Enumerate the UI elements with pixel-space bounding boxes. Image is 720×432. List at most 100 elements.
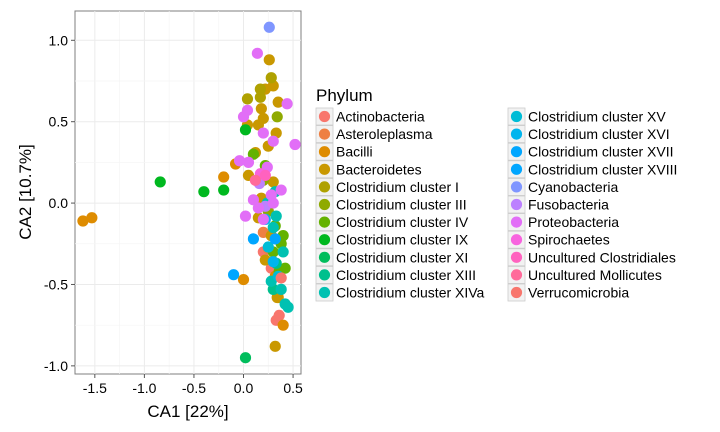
data-point xyxy=(218,171,230,183)
legend-label: Bacilli xyxy=(336,144,373,160)
legend-swatch xyxy=(318,286,331,299)
y-tick-label: 0.0 xyxy=(49,195,69,211)
data-point xyxy=(275,283,287,295)
legend-swatch xyxy=(510,163,523,175)
legend-swatch xyxy=(318,234,331,246)
legend-label: Fusobacteria xyxy=(528,197,609,213)
data-point xyxy=(269,340,281,352)
data-point xyxy=(252,202,264,214)
legend-swatch xyxy=(318,251,331,263)
legend-swatch xyxy=(510,286,523,299)
legend-swatch xyxy=(318,216,331,228)
legend-swatch xyxy=(510,128,523,140)
data-point xyxy=(257,127,269,139)
legend-swatch xyxy=(510,110,523,123)
legend-swatch xyxy=(318,146,331,158)
data-point xyxy=(267,256,279,268)
legend-swatch xyxy=(510,269,523,281)
data-point xyxy=(267,176,279,188)
legend-swatch xyxy=(318,128,331,140)
legend-label: Clostridium cluster IX xyxy=(336,232,469,248)
data-point xyxy=(242,156,255,168)
data-point xyxy=(281,98,293,110)
legend-swatch xyxy=(318,181,331,193)
legend-swatch xyxy=(510,251,523,263)
legend-label: Clostridium cluster XIII xyxy=(336,267,476,283)
data-point xyxy=(239,124,252,136)
y-tick-label: -1.0 xyxy=(44,358,68,374)
data-point xyxy=(154,176,166,188)
legend-label: Cyanobacteria xyxy=(528,179,618,195)
data-point xyxy=(273,309,285,321)
data-point xyxy=(270,210,282,222)
data-point xyxy=(247,148,260,160)
x-axis-title: CA1 [22%] xyxy=(147,402,228,421)
legend-label: Clostridium cluster XIVa xyxy=(336,285,485,301)
legend-label: Clostridium cluster III xyxy=(336,197,467,213)
x-axis-ticks: -1.5 -1.0 -0.5 0.0 0.5 xyxy=(83,374,303,396)
legend-label: Clostridium cluster XVI xyxy=(528,126,670,142)
legend-swatch xyxy=(510,234,523,246)
y-axis-title: CA2 [10.7%] xyxy=(16,144,35,239)
data-point xyxy=(227,269,240,281)
data-point xyxy=(254,91,266,103)
y-tick-label: 0.5 xyxy=(49,114,69,130)
data-point xyxy=(267,221,279,234)
data-point xyxy=(277,246,289,258)
data-point xyxy=(262,241,274,253)
legend-label: Clostridium cluster XVIII xyxy=(528,161,677,177)
legend-label: Actinobacteria xyxy=(336,109,425,125)
data-point xyxy=(272,96,284,108)
data-point xyxy=(239,352,252,364)
data-point xyxy=(77,215,89,227)
data-point xyxy=(275,184,287,196)
data-point xyxy=(265,72,277,84)
data-point xyxy=(271,111,283,123)
data-point xyxy=(263,54,275,66)
data-point xyxy=(249,174,262,186)
legend-label: Asteroleplasma xyxy=(336,126,433,142)
data-point xyxy=(257,213,269,225)
data-point xyxy=(251,47,263,59)
legend-title: Phylum xyxy=(316,86,373,105)
data-point xyxy=(198,186,210,198)
legend-label: Spirochaetes xyxy=(528,232,610,248)
legend-swatch xyxy=(510,146,523,158)
legend-label: Clostridium cluster IV xyxy=(336,214,469,230)
legend-label: Clostridium cluster XVII xyxy=(528,144,673,160)
x-tick-label: -1.0 xyxy=(132,380,156,396)
legend-label: Uncultured Mollicutes xyxy=(528,267,662,283)
y-tick-label: -0.5 xyxy=(44,276,68,292)
data-point xyxy=(233,155,246,167)
data-point xyxy=(269,233,281,245)
data-point xyxy=(254,83,266,95)
x-tick-label: -1.5 xyxy=(83,380,107,396)
legend-label: Uncultured Clostridiales xyxy=(528,249,676,265)
legend-swatch xyxy=(510,216,523,228)
data-point xyxy=(252,119,264,131)
data-point xyxy=(241,93,254,105)
data-point xyxy=(279,298,291,310)
data-point xyxy=(237,273,250,286)
legend-label: Clostridium cluster XV xyxy=(528,109,666,125)
data-point xyxy=(267,135,279,147)
data-point xyxy=(265,189,277,201)
data-point xyxy=(247,194,260,206)
data-points xyxy=(77,21,301,364)
data-point xyxy=(239,210,252,222)
legend-label: Bacteroidetes xyxy=(336,161,422,177)
legend-swatch xyxy=(318,198,331,211)
legend-swatch xyxy=(318,269,331,281)
y-tick-label: 1.0 xyxy=(49,32,69,48)
data-point xyxy=(247,233,260,245)
legend-label: Verrucomicrobia xyxy=(528,285,629,301)
data-point xyxy=(263,21,275,33)
legend-swatch xyxy=(318,110,331,123)
legend-label: Clostridium cluster XI xyxy=(336,249,468,265)
y-axis-ticks: -1.0 -0.5 0.0 0.5 1.0 xyxy=(44,32,75,374)
x-tick-label: 0.5 xyxy=(283,380,303,396)
x-tick-label: 0.0 xyxy=(234,380,254,396)
data-point xyxy=(237,111,250,123)
